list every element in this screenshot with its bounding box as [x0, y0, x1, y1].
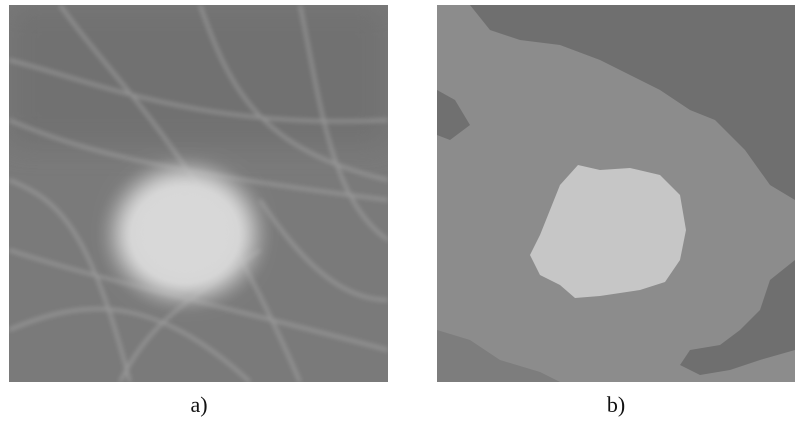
mammogram-image	[9, 5, 388, 382]
caption-b: b)	[606, 392, 626, 417]
segmentation-image	[437, 5, 795, 382]
caption-a: a)	[190, 392, 208, 417]
figure-images	[9, 5, 795, 382]
